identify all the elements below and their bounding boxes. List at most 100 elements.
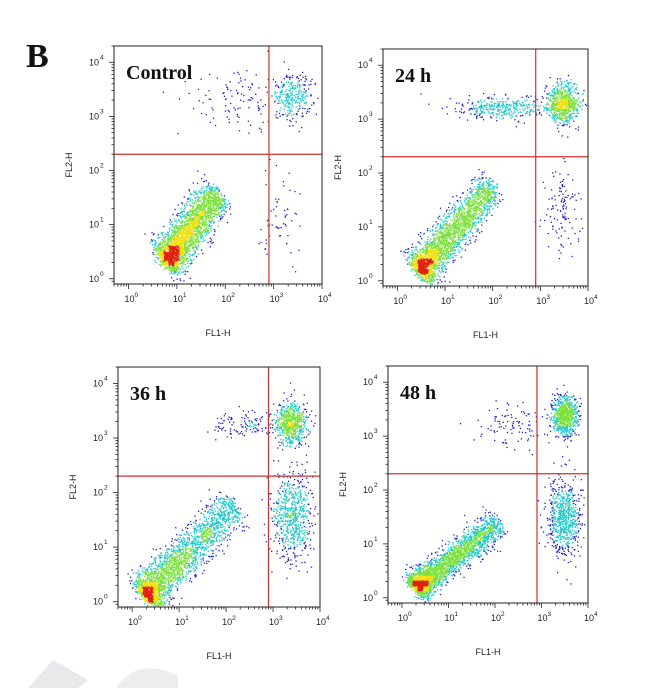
event-dot: [278, 87, 279, 88]
event-dot: [506, 113, 507, 114]
event-dot: [458, 234, 459, 235]
event-dot: [291, 95, 292, 96]
event-dot: [230, 206, 231, 207]
event-dot: [518, 112, 519, 113]
event-dot: [223, 206, 224, 207]
event-dot: [549, 93, 550, 94]
event-dot: [166, 252, 167, 253]
event-dot: [210, 226, 211, 227]
event-dot: [166, 244, 167, 245]
event-dot: [190, 223, 191, 224]
event-dot: [191, 229, 192, 230]
event-dot: [292, 77, 293, 78]
event-dot: [459, 209, 460, 210]
event-dot: [178, 259, 179, 260]
event-dot: [181, 272, 182, 273]
event-dot: [177, 267, 178, 268]
event-dot: [224, 210, 225, 211]
event-dot: [476, 108, 477, 109]
event-dot: [294, 213, 295, 214]
event-dot: [432, 230, 433, 231]
event-dot: [212, 188, 213, 189]
event-dot: [192, 221, 193, 222]
event-dot: [276, 227, 277, 228]
event-dot: [405, 249, 406, 250]
event-dot: [449, 214, 450, 215]
event-dot: [215, 189, 216, 190]
event-dot: [487, 209, 488, 210]
event-dot: [188, 198, 189, 199]
event-dot: [552, 229, 553, 230]
event-dot: [572, 91, 573, 92]
event-dot: [185, 253, 186, 254]
event-dot: [179, 98, 180, 99]
event-dot: [287, 77, 288, 78]
event-dot: [487, 214, 488, 215]
event-dot: [475, 228, 476, 229]
event-dot: [171, 272, 172, 273]
event-dot: [476, 236, 477, 237]
event-dot: [411, 260, 412, 261]
event-dot: [178, 272, 179, 273]
event-dot: [286, 100, 287, 101]
event-dot: [172, 224, 173, 225]
event-dot: [182, 266, 183, 267]
event-dot: [249, 89, 250, 90]
event-dot: [274, 94, 275, 95]
event-dot: [457, 221, 458, 222]
event-dot: [197, 206, 198, 207]
event-dot: [200, 230, 201, 231]
event-dot: [217, 205, 218, 206]
event-dot: [564, 186, 565, 187]
event-dot: [188, 235, 189, 236]
event-dot: [181, 249, 182, 250]
event-dot: [472, 235, 473, 236]
event-dot: [482, 189, 483, 190]
event-dot: [291, 105, 292, 106]
event-dot: [191, 194, 192, 195]
event-dot: [299, 86, 300, 87]
event-dot: [199, 198, 200, 199]
event-dot: [564, 197, 565, 198]
event-dot: [475, 108, 476, 109]
event-dot: [213, 221, 214, 222]
event-dot: [177, 270, 178, 271]
event-dot: [495, 200, 496, 201]
event-dot: [562, 120, 563, 121]
event-dot: [185, 208, 186, 209]
event-dot: [184, 215, 185, 216]
event-dot: [173, 267, 174, 268]
event-dot: [192, 208, 193, 209]
event-dot: [562, 185, 563, 186]
event-dot: [284, 84, 285, 85]
x-tick-exponent: 1: [183, 292, 187, 299]
event-dot: [482, 111, 483, 112]
event-dot: [281, 86, 282, 87]
event-dot: [206, 188, 207, 189]
event-dot: [574, 194, 575, 195]
event-dot: [565, 86, 566, 87]
event-dot: [570, 91, 571, 92]
event-dot: [574, 209, 575, 210]
event-dot: [448, 207, 449, 208]
event-dot: [206, 217, 207, 218]
event-dot: [265, 104, 266, 105]
event-dot: [464, 239, 465, 240]
event-dot: [583, 99, 584, 100]
event-dot: [213, 191, 214, 192]
event-dot: [203, 220, 204, 221]
event-dot: [448, 256, 449, 257]
event-dot: [451, 212, 452, 213]
event-dot: [476, 111, 477, 112]
event-dot: [555, 199, 556, 200]
event-dot: [474, 198, 475, 199]
event-dot: [174, 209, 175, 210]
event-dot: [552, 91, 553, 92]
event-dot: [546, 85, 547, 86]
event-dot: [441, 281, 442, 282]
event-dot: [194, 192, 195, 193]
event-dot: [197, 210, 198, 211]
event-dot: [471, 200, 472, 201]
event-dot: [534, 105, 535, 106]
event-dot: [476, 197, 477, 198]
